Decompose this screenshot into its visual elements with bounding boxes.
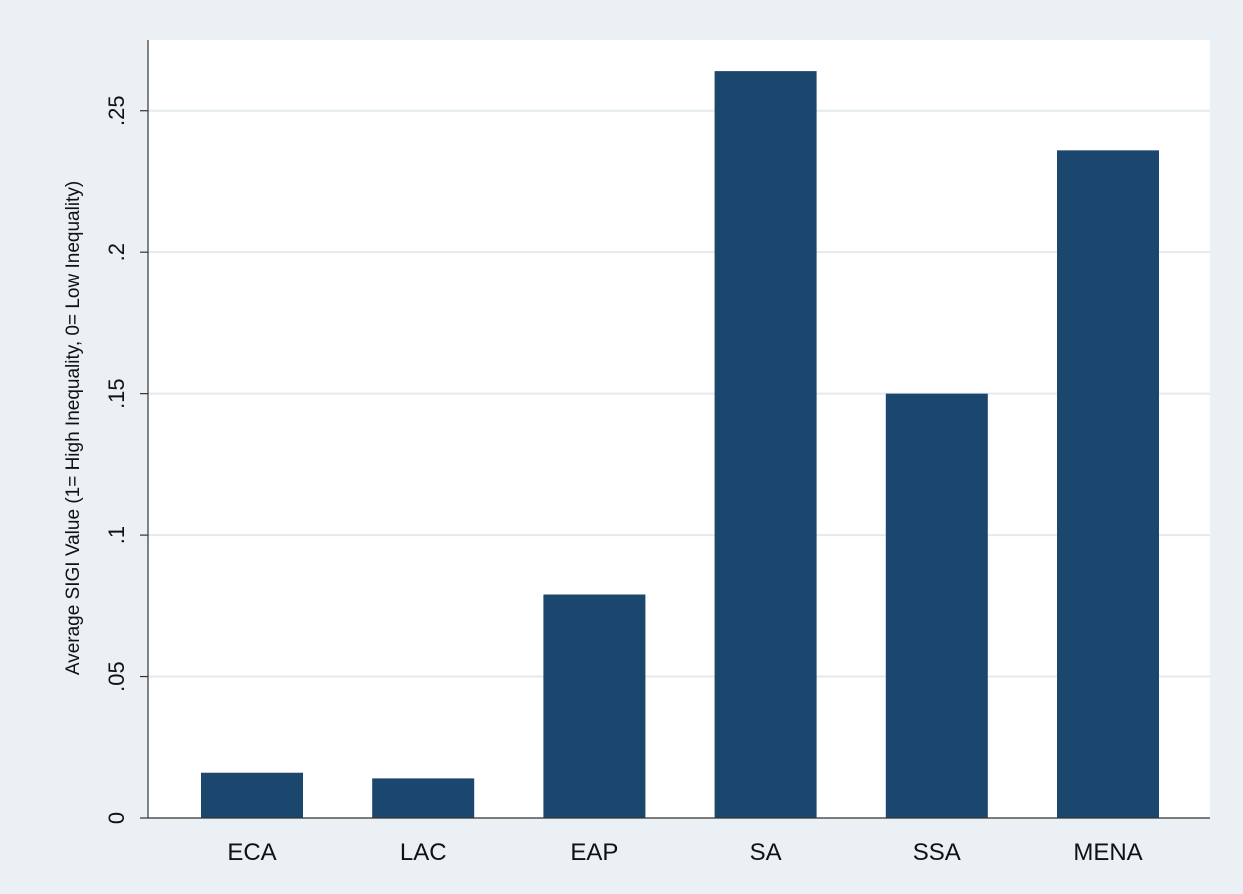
bar-sa: [714, 71, 817, 819]
y-tick-label: .15: [104, 378, 129, 409]
bar-ssa: [885, 393, 988, 818]
y-tick-label: .1: [104, 526, 129, 544]
x-category-label: MENA: [1073, 839, 1142, 866]
x-category-label: ECA: [227, 839, 276, 866]
x-category-label: SA: [750, 839, 782, 866]
y-tick-label: 0: [104, 812, 129, 824]
x-axis-category-labels: ECA LAC EAP SA SSA MENA: [227, 839, 1142, 866]
bar-mena: [1057, 150, 1159, 819]
x-category-label: EAP: [570, 839, 618, 866]
y-tick-label: .05: [104, 661, 129, 692]
gridlines: [148, 109, 1210, 678]
y-axis-title: Average SIGI Value (1= High Inequality, …: [63, 181, 84, 675]
bars: [201, 71, 1159, 819]
bar-lac: [372, 778, 475, 818]
bar-eca: [201, 772, 303, 818]
bar-eap: [543, 594, 646, 818]
y-tick-label: .25: [104, 95, 129, 126]
plot-area: [148, 40, 1210, 818]
y-axis-ticks: 0 .05 .1 .15 .2 .25: [104, 95, 148, 824]
x-category-label: LAC: [400, 839, 447, 866]
y-tick-label: .2: [104, 243, 129, 261]
x-category-label: SSA: [913, 839, 961, 866]
